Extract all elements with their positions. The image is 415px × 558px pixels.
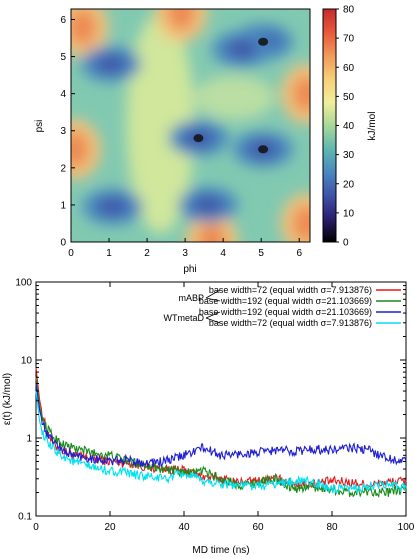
colorbar-tick-label: 80 [343, 5, 355, 16]
line-x-tick-label: 60 [252, 522, 264, 533]
line-x-tick-label: 0 [33, 522, 39, 533]
heatmap-y-tick-label: 0 [60, 238, 66, 249]
heatmap-y-ticks: 0 1 2 3 4 5 6 [60, 15, 75, 249]
series-line-2 [35, 383, 407, 468]
heatmap-y-tick-label: 6 [60, 15, 66, 26]
heatmap-y-tick-label: 3 [60, 126, 66, 137]
heatmap-x-label: phi [183, 264, 196, 275]
heatmap-y-tick-label: 4 [60, 89, 66, 100]
line-y-label: ε(t) (kJ/mol) [2, 373, 13, 425]
colorbar-tick-label: 10 [343, 208, 355, 219]
line-x-tick-label: 20 [104, 522, 116, 533]
legend-group-connector [205, 317, 221, 324]
legend-group-label: mABP [178, 293, 204, 303]
line-x-tick-label: 80 [326, 522, 338, 533]
colorbar: 0 10 20 30 40 50 60 70 80 kJ/mol [322, 5, 378, 249]
colorbar-tick-label: 40 [343, 121, 355, 132]
series-line-0 [35, 367, 407, 491]
line-y-tick-label: 1 [26, 434, 32, 445]
colorbar-tick-label: 50 [343, 92, 355, 103]
error-line-chart: 0 20 40 60 80 100 0.1 1 10 100 base width=72 (eq… [2, 278, 415, 557]
heatmap-mid-band [194, 75, 275, 120]
line-legend: base width=72 (equal width σ=7.913876)ba… [164, 285, 401, 328]
line-x-ticks: 0 20 40 60 80 100 [33, 282, 415, 533]
line-x-label: MD time (ns) [192, 545, 249, 556]
line-series-group [35, 367, 407, 499]
legend-entry-label: base width=192 (equal width σ=21.103669) [199, 307, 372, 317]
heatmap-x-tick-label: 5 [258, 248, 264, 259]
series-line-3 [35, 390, 407, 494]
heatmap-x-tick-label: 4 [220, 248, 226, 259]
heatmap-y-tick-label: 5 [60, 52, 66, 63]
heatmap-high-core [197, 224, 226, 242]
colorbar-label: kJ/mol [367, 112, 378, 141]
line-y-tick-label: 100 [15, 278, 32, 289]
heatmap-x-tick-label: 0 [68, 248, 74, 259]
heatmap-x-tick-label: 3 [182, 248, 188, 259]
colorbar-tick-label: 20 [343, 179, 355, 190]
line-x-tick-label: 40 [178, 522, 190, 533]
heatmap-x-tick-label: 2 [144, 248, 150, 259]
colorbar-gradient [322, 8, 337, 243]
legend-group-connector [205, 289, 221, 299]
colorbar-tick-label: 30 [343, 150, 355, 161]
heatmap-y-label: psi [34, 120, 45, 133]
heatmap-frame [70, 8, 311, 243]
legend-entry-label: base width=192 (equal width σ=21.103669) [199, 296, 372, 306]
heatmap-minimum [258, 37, 269, 46]
colorbar-ticks: 0 10 20 30 40 50 60 70 80 [336, 5, 355, 249]
heatmap-high-core [167, 9, 196, 31]
colorbar-tick-label: 0 [343, 238, 349, 249]
line-y-tick-label: 0.1 [18, 512, 32, 523]
legend-group-connector [205, 297, 221, 302]
heatmap-low-core [96, 197, 129, 216]
heatmap-minimum [258, 145, 269, 154]
heatmap-mid-band [126, 13, 195, 234]
heatmap-x-tick-label: 1 [106, 248, 112, 259]
heatmap-minimum [193, 134, 204, 143]
line-y-tick-label: 10 [21, 356, 33, 367]
heatmap-low-core [94, 54, 127, 73]
heatmap-y-tick-label: 1 [60, 200, 66, 211]
line-y-ticks: 0.1 1 10 100 [15, 278, 406, 523]
heatmap-high-core [292, 75, 310, 112]
heatmap-high-core [292, 205, 310, 242]
heatmap-high-core [71, 9, 97, 45]
line-x-tick-label: 100 [398, 522, 415, 533]
heatmap-high-core [71, 131, 89, 168]
legend-group-connector [205, 311, 221, 319]
legend-entry-label: base width=72 (equal width σ=7.913876) [209, 285, 372, 295]
colorbar-tick-label: 70 [343, 34, 355, 45]
heatmap-y-tick-label: 2 [60, 163, 66, 174]
heatmap-x-tick-label: 6 [296, 248, 302, 259]
heatmap-low-core [191, 195, 224, 214]
legend-group-label: WTmetaD [164, 313, 205, 323]
heatmap-x-ticks: 0 1 2 3 4 5 6 [68, 238, 302, 259]
free-energy-heatmap: 0 1 2 3 4 5 6 0 1 2 3 4 5 6 phi psi [34, 8, 311, 275]
colorbar-tick-label: 60 [343, 63, 355, 74]
heatmap-low-core [226, 40, 259, 59]
legend-entry-label: base width=72 (equal width σ=7.913876) [209, 318, 372, 328]
